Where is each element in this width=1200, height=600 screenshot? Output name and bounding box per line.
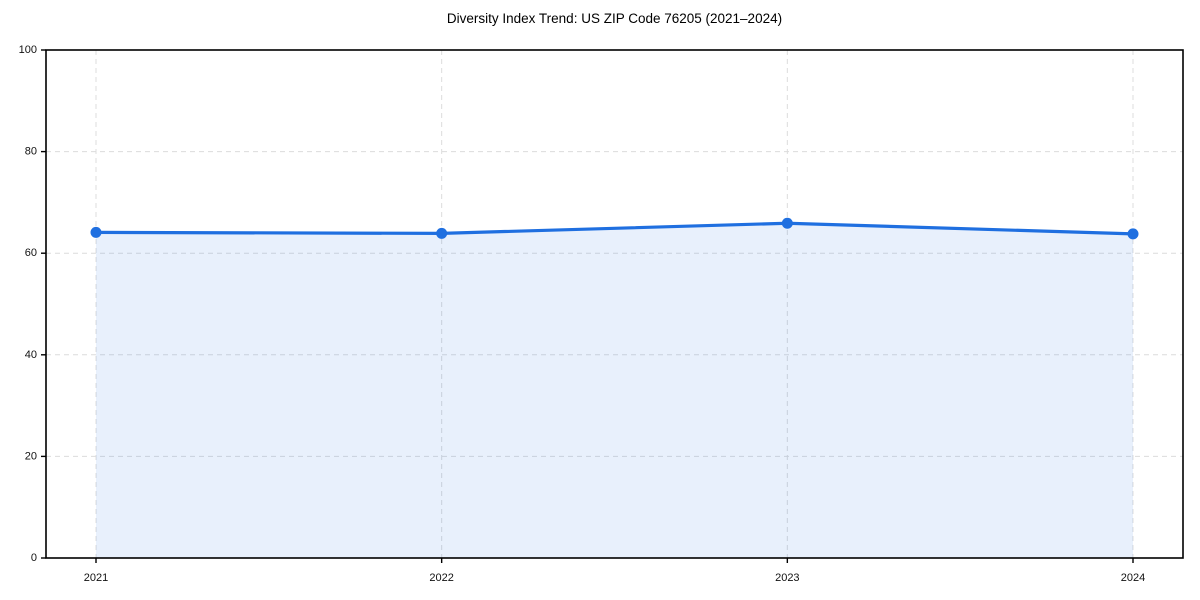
x-tick-label: 2021 — [84, 572, 108, 584]
y-tick-label: 40 — [25, 349, 37, 361]
data-point-marker — [781, 217, 793, 229]
axes-spines — [45, 49, 1184, 559]
data-point-marker — [1127, 228, 1139, 240]
y-tick-label: 60 — [25, 247, 37, 259]
y-tick-label: 100 — [19, 44, 37, 56]
data-point-marker — [436, 227, 448, 239]
x-tick-label: 2023 — [775, 572, 799, 584]
y-tick-label: 80 — [25, 146, 37, 158]
y-tick-label: 0 — [31, 552, 37, 564]
area-fill — [96, 223, 1133, 558]
data-line — [94, 221, 1135, 236]
x-tick-label: 2024 — [1121, 572, 1145, 584]
data-point-marker — [90, 226, 102, 238]
x-tick-label: 2022 — [429, 572, 453, 584]
y-tick-label: 20 — [25, 450, 37, 462]
chart-title: Diversity Index Trend: US ZIP Code 76205… — [446, 11, 783, 26]
